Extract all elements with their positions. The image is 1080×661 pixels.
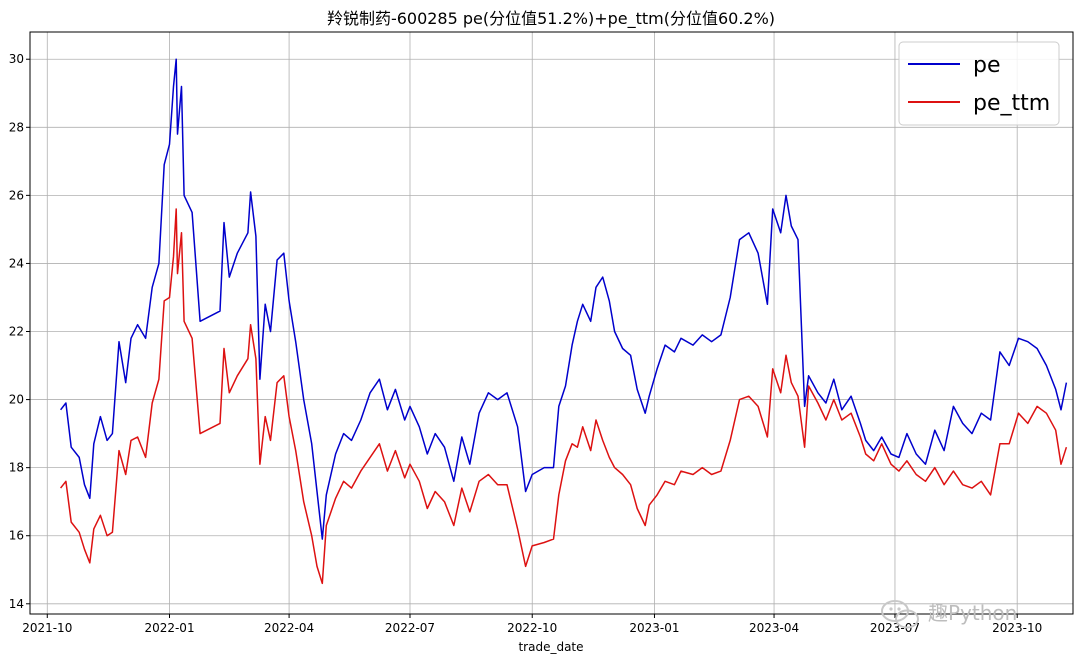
y-tick-label: 24	[9, 256, 24, 270]
x-tick-label: 2022-04	[264, 621, 314, 635]
series-layer	[60, 58, 1068, 585]
y-tick-label: 20	[9, 393, 24, 407]
legend-label: pe	[973, 53, 1001, 78]
legend-box	[898, 41, 1060, 126]
y-tick-label: 28	[9, 120, 24, 134]
x-axis-label: trade_date	[518, 640, 583, 654]
watermark-text: 趣Python	[928, 601, 1017, 625]
series-line-pe-ttm	[60, 208, 1068, 585]
x-tick-label: 2023-10	[992, 621, 1042, 635]
y-tick-label: 18	[9, 461, 24, 475]
x-tick-label: 2022-10	[507, 621, 557, 635]
plot-frame	[29, 31, 1074, 615]
y-tick-label: 14	[9, 597, 24, 611]
legend-label: pe_ttm	[973, 91, 1050, 116]
y-tick-label: 22	[9, 325, 24, 339]
x-tick-label: 2023-07	[870, 621, 920, 635]
legend: pe pe_ttm	[898, 41, 1060, 126]
tick-layer: 2021-10 2022-01 2022-04 2022-07 2022-10 2023-…	[9, 52, 1043, 635]
y-tick-label: 26	[9, 188, 24, 202]
x-tick-label: 2023-01	[629, 621, 679, 635]
series-line-pe	[60, 58, 1068, 540]
y-tick-label: 30	[9, 52, 24, 66]
y-tick-label: 16	[9, 529, 24, 543]
x-tick-label: 2023-04	[749, 621, 799, 635]
wechat-icon	[881, 600, 919, 629]
grid-layer	[30, 32, 1073, 614]
chart-title: 羚锐制药-600285 pe(分位值51.2%)+pe_ttm(分位值60.2%…	[327, 9, 775, 29]
x-tick-label: 2022-07	[385, 621, 435, 635]
x-tick-label: 2021-10	[22, 621, 72, 635]
watermark: 趣Python	[881, 600, 1017, 629]
x-tick-label: 2022-01	[144, 621, 194, 635]
